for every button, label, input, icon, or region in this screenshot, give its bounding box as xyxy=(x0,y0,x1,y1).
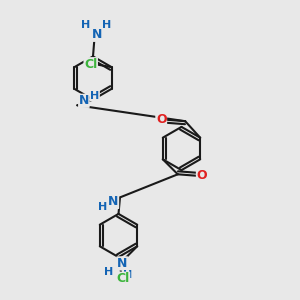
Text: H: H xyxy=(81,20,90,30)
Text: Cl: Cl xyxy=(116,272,130,285)
Text: Cl: Cl xyxy=(84,58,97,71)
Text: H: H xyxy=(103,20,112,30)
Text: H: H xyxy=(90,91,99,101)
Text: H: H xyxy=(98,202,107,212)
Text: H: H xyxy=(123,270,132,280)
Text: N: N xyxy=(108,195,118,208)
Text: O: O xyxy=(156,113,166,126)
Text: N: N xyxy=(117,257,128,270)
Text: N: N xyxy=(79,94,89,107)
Text: H: H xyxy=(104,267,113,278)
Text: N: N xyxy=(92,28,103,41)
Text: O: O xyxy=(196,169,207,182)
